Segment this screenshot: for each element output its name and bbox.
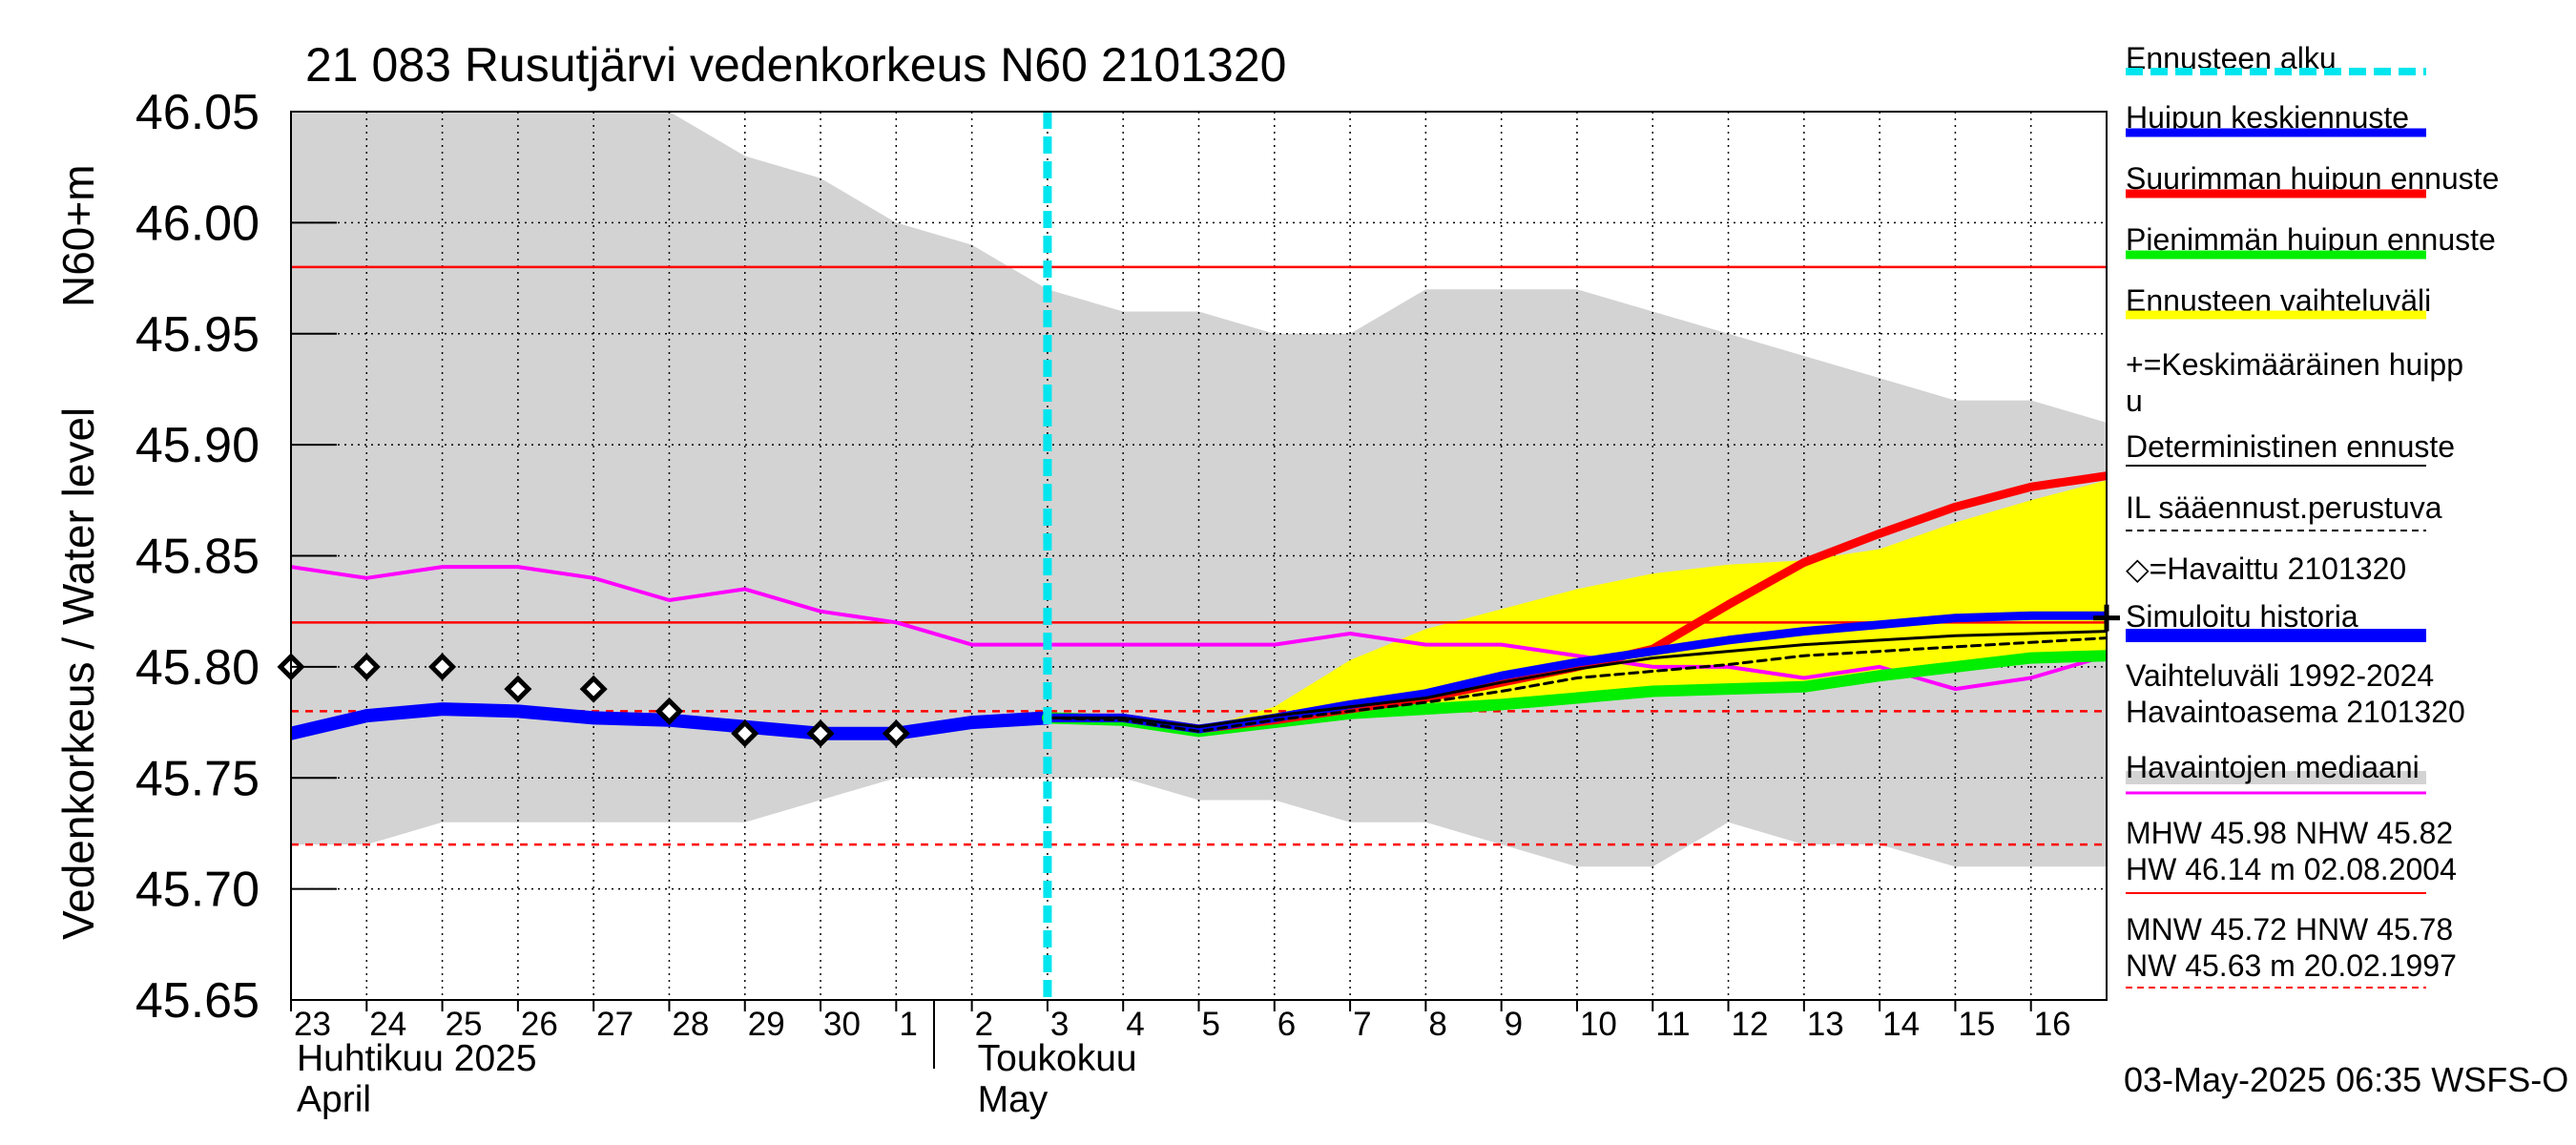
y-tick-label-45.95: 45.95 <box>135 307 260 363</box>
chart-title: 21 083 Rusutjärvi vedenkorkeus N60 21013… <box>305 38 1286 92</box>
series-havaintojen-mediaani <box>291 565 2107 692</box>
footer-timestamp: 03-May-2025 06:35 WSFS-O <box>2124 1060 2568 1099</box>
month-label-en-0: April <box>297 1079 371 1120</box>
x-tick-label-0: 23 <box>294 1006 331 1043</box>
observed-point-2 <box>428 653 457 681</box>
x-tick-label-4: 27 <box>596 1006 634 1043</box>
x-tick-label-5: 28 <box>672 1006 709 1043</box>
y-tick-label-45.85: 45.85 <box>135 530 260 585</box>
legend-label-9: Simuloitu historia <box>2126 599 2358 634</box>
axes: 46.05 46.00 45.95 45.90 45.85 45.80 45.75 45.70… <box>135 85 2108 1120</box>
legend-label2-12: HW 46.14 m 02.08.2004 <box>2126 852 2457 886</box>
x-tick-label-13: 6 <box>1278 1006 1296 1043</box>
x-tick-label-23: 16 <box>2034 1006 2071 1043</box>
legend-label-11: Havaintojen mediaani <box>2126 750 2420 784</box>
plot-area <box>277 112 2120 1000</box>
x-tick-label-15: 8 <box>1428 1006 1446 1043</box>
legend-label2-13: NW 45.63 m 20.02.1997 <box>2126 948 2457 983</box>
x-tick-label-16: 9 <box>1505 1006 1523 1043</box>
y-tick-label-45.75: 45.75 <box>135 751 260 806</box>
x-tick-label-8: 1 <box>899 1006 917 1043</box>
y-tick-label-45.70: 45.70 <box>135 863 260 918</box>
legend-label-5: +=Keskimääräinen huipp <box>2126 347 2463 382</box>
x-tick-label-20: 13 <box>1807 1006 1844 1043</box>
y-axis-label: Vedenkorkeus / Water level <box>53 407 103 940</box>
series-huipun-keskiennuste <box>1043 611 2107 734</box>
legend-label2-10: Havaintoasema 2101320 <box>2126 695 2465 729</box>
x-tick-label-19: 12 <box>1732 1006 1769 1043</box>
observed-point-3 <box>504 675 532 703</box>
y-tick-label-45.65: 45.65 <box>135 973 260 1029</box>
observed-point-1 <box>352 653 381 681</box>
y-tick-label-46.00: 46.00 <box>135 196 260 251</box>
y-axis-unit: N60+m <box>53 164 103 307</box>
x-tick-label-9: 2 <box>975 1006 993 1043</box>
x-tick-label-21: 14 <box>1882 1006 1920 1043</box>
series-deterministinen-ennuste <box>1046 630 2107 729</box>
plot-content <box>291 112 2107 1000</box>
x-tick-label-14: 7 <box>1353 1006 1371 1043</box>
x-tick-label-10: 3 <box>1050 1006 1069 1043</box>
observed-point-8 <box>882 719 910 748</box>
y-tick-label-46.05: 46.05 <box>135 85 260 140</box>
legend-label-10: Vaihteluväli 1992-2024 <box>2126 658 2434 693</box>
x-tick-label-11: 4 <box>1126 1006 1144 1043</box>
x-tick-label-1: 24 <box>369 1006 406 1043</box>
y-tick-label-45.90: 45.90 <box>135 418 260 473</box>
x-tick-label-22: 15 <box>1958 1006 1995 1043</box>
legend-label-13: MNW 45.72 HNW 45.78 <box>2126 912 2453 947</box>
month-label-fi-0: Huhtikuu 2025 <box>297 1038 537 1079</box>
y-tick-label-45.80: 45.80 <box>135 640 260 696</box>
x-tick-label-2: 25 <box>446 1006 483 1043</box>
observed-point-6 <box>731 719 759 748</box>
legend-label-8: ◇=Havaittu 2101320 <box>2126 552 2406 586</box>
month-label-en-1: May <box>978 1079 1049 1120</box>
legend-label2-5: u <box>2126 384 2143 418</box>
x-tick-label-17: 10 <box>1580 1006 1617 1043</box>
x-tick-label-6: 29 <box>748 1006 785 1043</box>
x-tick-label-12: 5 <box>1202 1006 1220 1043</box>
observed-point-4 <box>579 675 608 703</box>
month-label-fi-1: Toukokuu <box>978 1038 1137 1079</box>
x-tick-label-3: 26 <box>521 1006 558 1043</box>
legend-label-12: MHW 45.98 NHW 45.82 <box>2126 816 2453 850</box>
legend-label-6: Deterministinen ennuste <box>2126 429 2455 464</box>
x-tick-label-7: 30 <box>823 1006 861 1043</box>
forecast-range-area <box>1047 480 2107 734</box>
x-tick-label-18: 11 <box>1655 1006 1690 1043</box>
series-il-s-ennust-perustuva <box>1046 636 2107 733</box>
legend-label-7: IL sääennust.perustuva <box>2126 490 2442 525</box>
observed-point-7 <box>806 719 835 748</box>
observed-point-5 <box>654 697 683 725</box>
